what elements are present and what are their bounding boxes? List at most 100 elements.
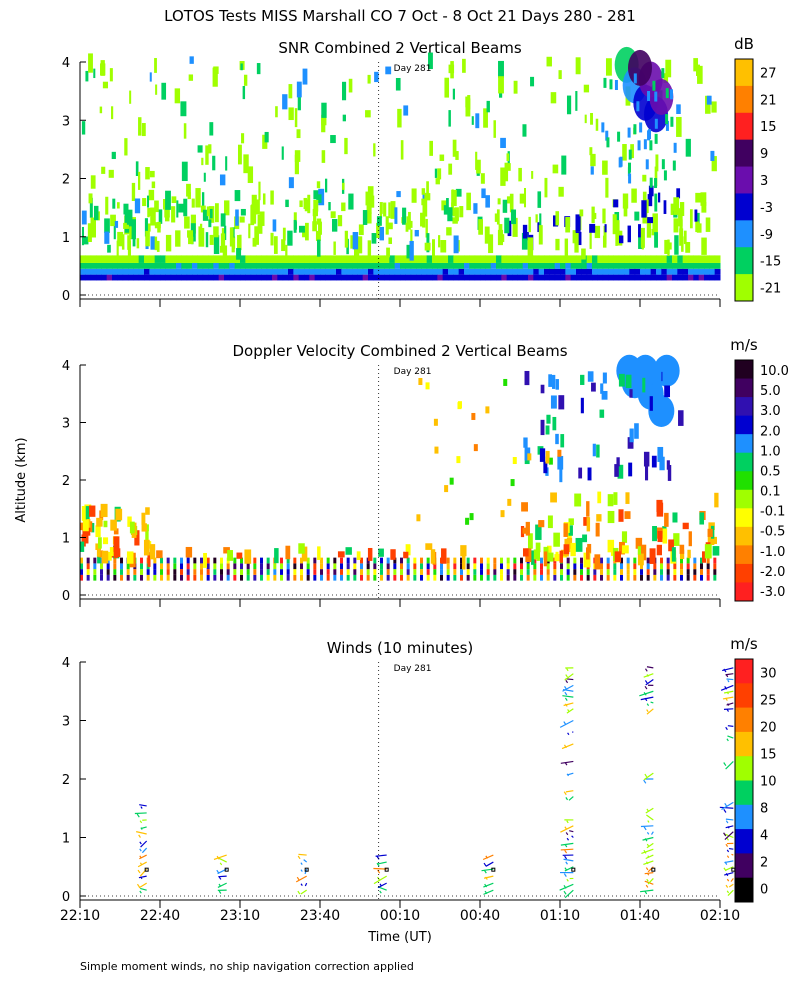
snr-cell [383,203,386,217]
snr-cell [491,269,497,275]
colorbar-tick-label: 9 [760,147,768,162]
snr-cell [368,199,371,213]
snr-cell [561,156,566,175]
snr-cell [565,275,571,281]
doppler-cell [413,575,416,581]
wind-barb [561,761,574,763]
doppler-cell [104,521,108,527]
doppler-cell [620,569,623,575]
wind-barb [140,888,146,890]
snr-cell [147,208,150,217]
doppler-cell [187,569,190,575]
doppler-cell [320,563,323,569]
snr-cell [635,255,641,263]
doppler-cell [300,575,303,581]
snr-cell [560,275,566,281]
snr-cell [459,263,465,269]
snr-cell [576,275,582,281]
snr-cell [715,269,721,275]
snr-cell [672,269,678,275]
snr-cell [613,275,619,281]
plot-area [135,667,735,898]
wind-barb [140,842,142,844]
snr-cell [363,263,369,269]
snr-cell [688,255,694,263]
wind-barb [647,710,648,712]
snr-cell [517,263,523,269]
doppler-cell [240,563,243,569]
wind-barb [645,686,647,689]
doppler-cell [93,569,96,575]
wind-barb [139,805,146,806]
snr-cell [368,75,371,84]
day-marker-label: Day 281 [394,664,432,674]
snr-cell [166,235,171,252]
snr-cell [150,72,152,81]
doppler-cell [333,575,336,581]
wind-barb [646,815,653,820]
snr-cell [187,263,193,269]
wind-barb [646,885,648,887]
doppler-cell [628,463,632,477]
doppler-cell [462,554,465,569]
doppler-cell [600,575,603,581]
colorbar-segment [735,86,753,113]
snr-cell [96,269,102,275]
snr-cell [165,263,171,269]
snr-cell [674,218,679,232]
doppler-cell [687,575,690,581]
wind-barb [380,891,382,893]
snr-cell [533,255,539,263]
snr-cell [152,182,155,189]
doppler-cell [480,558,483,564]
snr-cell [448,255,454,263]
snr-cell [464,269,470,275]
snr-cell [213,255,219,263]
snr-cell [605,224,607,232]
doppler-cell [140,558,143,564]
wind-barb [566,675,568,678]
y-tick-label: 1 [62,532,70,547]
wind-barb [726,819,733,820]
doppler-cell [427,575,430,581]
doppler-cell [413,563,416,569]
doppler-cell [672,547,676,562]
doppler-cell [480,575,483,581]
doppler-cell [640,575,643,581]
snr-cell [677,269,683,275]
doppler-cell [644,394,648,404]
snr-cell [480,255,486,263]
day-marker-label: Day 281 [394,64,432,74]
snr-cell [124,138,127,155]
doppler-cell [557,450,561,457]
snr-cell [437,255,443,263]
snr-cell [239,235,241,250]
doppler-cell [547,569,550,575]
doppler-cell [140,569,143,575]
doppler-cell [313,575,316,581]
snr-cell [656,269,662,275]
doppler-cell [353,569,356,575]
doppler-cell [180,563,183,569]
snr-cell [171,269,177,275]
doppler-cell [244,549,251,563]
snr-cell [357,269,363,275]
snr-cell [244,75,247,86]
doppler-cell [340,558,343,564]
y-axis-label: Altitude (km) [14,437,29,522]
snr-cell [190,56,194,63]
doppler-cell [287,575,290,581]
snr-cell [421,269,427,275]
doppler-cell [580,563,583,569]
snr-cell [537,191,541,208]
snr-cell [245,269,251,275]
snr-cell [664,170,667,180]
doppler-cell [293,563,296,569]
snr-cell [571,269,577,275]
snr-cell [528,263,534,269]
snr-cell [469,269,475,275]
snr-cell [182,162,188,181]
doppler-cell [120,563,123,569]
snr-cell [347,269,353,275]
snr-cell [277,269,283,275]
